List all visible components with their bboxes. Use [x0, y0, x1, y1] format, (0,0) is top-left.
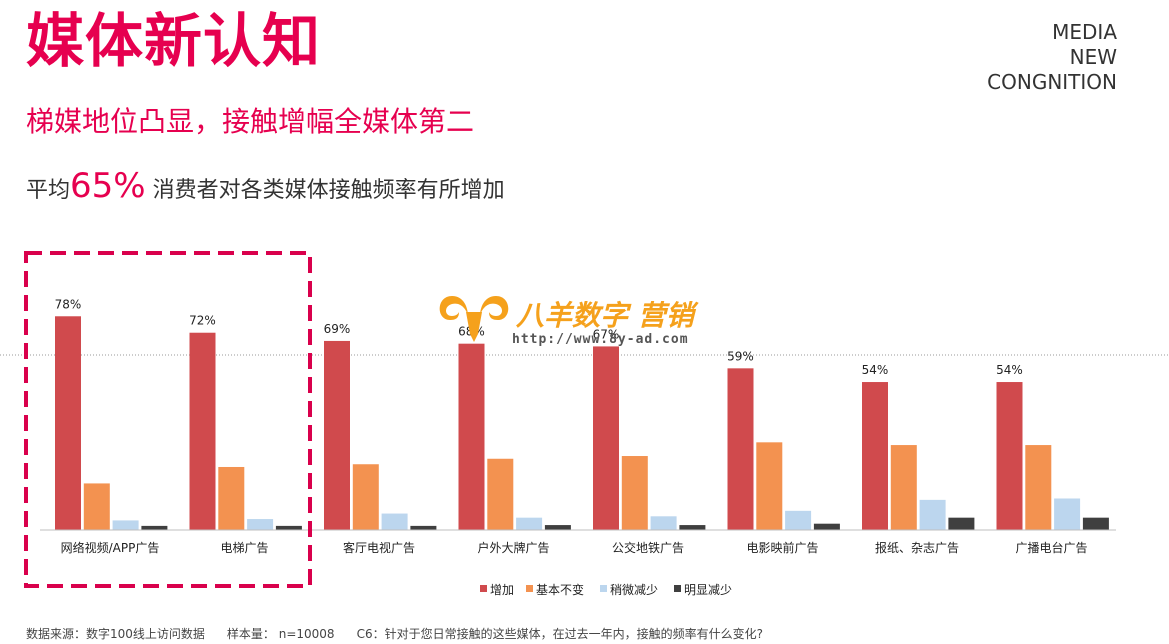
bar-4-cat-6	[813, 523, 840, 530]
category-label: 电梯广告	[220, 541, 268, 555]
english-title-line-3: CONGNITION	[987, 70, 1117, 94]
bar-3-cat-6	[785, 510, 812, 530]
value-label: 78%	[55, 297, 82, 311]
legend: 增加 基本不变 稍微减少 明显减少	[480, 582, 732, 597]
highlight-statement: 平均65% 消费者对各类媒体接触频率有所增加	[26, 166, 505, 206]
page-title: 媒体新认知	[26, 7, 322, 75]
bar-4-cat-5	[679, 525, 706, 530]
footnote-sample: 样本量： n=10008	[226, 627, 335, 641]
value-label: 59%	[727, 349, 754, 363]
bar-4-cat-2	[275, 525, 302, 530]
watermark-url: http://www.8y-ad.com	[512, 332, 689, 347]
bar-4-cat-3	[410, 525, 437, 530]
bar-3-cat-5	[650, 516, 677, 530]
bar-3-cat-3	[381, 513, 408, 530]
bar-3-cat-7	[919, 499, 946, 530]
bar-3-cat-4	[516, 517, 543, 530]
legend-label: 稍微减少	[610, 583, 658, 597]
value-label: 67%	[593, 327, 620, 341]
footnote-source: 数据来源：数字100线上访问数据	[26, 627, 205, 641]
watermark-text: 八羊数字 营销	[516, 299, 694, 332]
highlight-box	[24, 251, 312, 588]
english-title-line-2: NEW	[1069, 45, 1117, 69]
bars-layer	[55, 316, 1109, 530]
bar-2-cat-1	[83, 483, 110, 530]
bar-2-cat-3	[352, 464, 379, 530]
highlight-value: 65%	[70, 166, 146, 206]
value-label: 72%	[189, 314, 216, 328]
legend-swatch	[526, 585, 533, 592]
bar-4-cat-7	[948, 517, 975, 530]
category-label: 网络视频/APP广告	[61, 540, 160, 555]
legend-swatch	[480, 585, 487, 592]
bar-2-cat-6	[756, 442, 783, 530]
bar-1-cat-1	[55, 316, 81, 530]
value-labels-layer: 78%72%69%68%67%59%54%54%	[55, 297, 1023, 377]
legend-label: 基本不变	[536, 582, 584, 597]
page-subtitle: 梯媒地位凸显，接触增幅全媒体第二	[26, 105, 475, 138]
category-label: 报纸、杂志广告	[875, 540, 959, 555]
bar-1-cat-7	[862, 382, 888, 530]
bar-1-cat-8	[996, 382, 1023, 530]
category-label: 广播电台广告	[1015, 540, 1087, 555]
watermark: 八羊数字 营销 http://www.8y-ad.com	[432, 290, 732, 350]
value-label: 69%	[324, 322, 351, 336]
bar-2-cat-7	[890, 445, 917, 530]
bar-3-cat-1	[112, 520, 139, 530]
bar-1-cat-3	[324, 340, 350, 530]
bar-1-cat-6	[727, 368, 754, 530]
bar-1-cat-4	[458, 343, 485, 530]
legend-swatch	[674, 585, 681, 592]
bar-3-cat-8	[1054, 498, 1081, 530]
english-title-line-1: MEDIA	[1052, 20, 1117, 44]
english-title: MEDIA NEW CONGNITION	[987, 20, 1117, 95]
category-label: 客厅电视广告	[343, 540, 415, 555]
category-labels-layer: 网络视频/APP广告 电梯广告 客厅电视广告 户外大牌广告 公交地铁广告 电影映前广告 报纸…	[61, 540, 1088, 555]
bar-2-cat-2	[218, 466, 245, 530]
bar-4-cat-4	[544, 525, 571, 530]
bar-2-cat-4	[487, 458, 514, 530]
highlight-prefix: 平均	[26, 178, 71, 203]
value-label: 54%	[996, 363, 1023, 377]
footnote: 数据来源：数字100线上访问数据 样本量： n=10008 C6：针对于您日常接触的…	[26, 625, 785, 642]
bar-2-cat-8	[1025, 445, 1052, 530]
legend-label: 明显减少	[684, 583, 732, 597]
bar-4-cat-1	[141, 525, 168, 530]
highlight-suffix: 消费者对各类媒体接触频率有所增加	[145, 178, 505, 203]
category-label: 电影映前广告	[746, 540, 818, 555]
bar-1-cat-2	[189, 332, 216, 530]
footnote-question: C6：针对于您日常接触的这些媒体，在过去一年内，接触的频率有什么变化?	[356, 627, 763, 641]
ram-logo-icon	[439, 296, 509, 342]
value-label: 54%	[862, 363, 889, 377]
legend-label: 增加	[490, 583, 514, 597]
category-label: 户外大牌广告	[477, 540, 549, 555]
bar-3-cat-2	[247, 519, 274, 530]
legend-swatch	[600, 585, 607, 592]
bar-1-cat-5	[593, 346, 619, 530]
bar-2-cat-5	[621, 456, 648, 530]
category-label: 公交地铁广告	[612, 540, 684, 555]
bar-4-cat-8	[1082, 517, 1109, 530]
